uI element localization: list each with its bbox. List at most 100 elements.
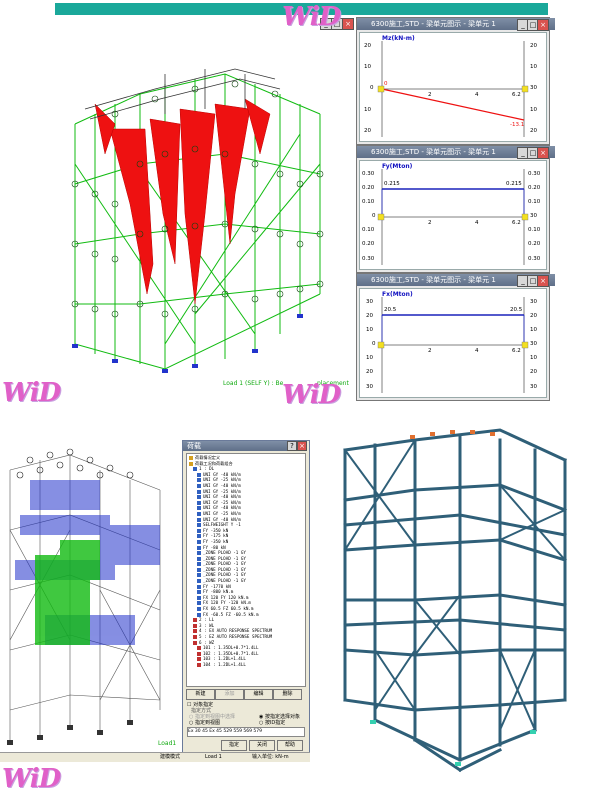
tree-row[interactable]: UNI GY -40 kN/m xyxy=(189,472,305,478)
tree-row[interactable]: FX -60.5 FZ -60.5 kN.m xyxy=(189,612,305,618)
top-left-window-buttons: _ □ × xyxy=(320,17,354,30)
load-icon xyxy=(197,556,201,561)
top-model-viewport[interactable]: Load 1 (SELF Y) : Be placement xyxy=(55,14,353,399)
edit-button[interactable]: 编辑 xyxy=(244,689,273,700)
tree-row[interactable]: 2 : LL xyxy=(189,617,305,623)
load-icon xyxy=(197,567,201,572)
window-title[interactable]: 6300施工,STD - 梁单元图示 - 梁单元 1 xyxy=(357,274,555,286)
y-tick: 0.20 xyxy=(362,241,375,247)
tree-row[interactable]: FY -1770 kN xyxy=(189,584,305,590)
tree-row[interactable]: UNI GY -25 kN/m xyxy=(189,477,305,483)
y-tick: 0.10 xyxy=(362,227,375,233)
tree-row[interactable]: UNI GY -25 kN/m xyxy=(189,489,305,495)
close-button[interactable]: × xyxy=(297,441,307,451)
case-icon xyxy=(197,657,201,662)
radio-by-id[interactable]: ○ 按ID指定 xyxy=(259,720,286,726)
frame-model-top xyxy=(71,68,324,373)
load-icon xyxy=(197,500,201,505)
tree-row[interactable]: FX 60.5 FZ 60.5 kN.m xyxy=(189,606,305,612)
y-tick: 0.30 xyxy=(362,171,375,177)
tree-row-label: 5 : EZ AUTO RESPONSE SPECTRUM xyxy=(199,634,273,639)
close-button[interactable]: × xyxy=(342,18,354,30)
load-icon xyxy=(197,523,201,528)
tree-row[interactable]: 4 : EX AUTO RESPONSE SPECTRUM xyxy=(189,628,305,634)
close-dialog-button[interactable]: 关闭 xyxy=(249,740,275,751)
tree-row[interactable]: _ZONE PLOAD -1 GY xyxy=(189,578,305,584)
new-button[interactable]: 新建 xyxy=(186,689,215,700)
delete-button[interactable]: 删除 xyxy=(273,689,302,700)
tree-row[interactable]: _ZONE PLOAD -1 GY xyxy=(189,572,305,578)
tree-row[interactable]: FY -175 kN xyxy=(189,533,305,539)
tree-row[interactable]: 3 : WL xyxy=(189,623,305,629)
radio-by-selection[interactable]: ◉ 按指定选择对象 xyxy=(259,714,300,720)
tree-row[interactable]: 荷载情况定义 xyxy=(189,455,305,461)
case-icon xyxy=(193,640,197,645)
tree-row[interactable]: 101 : 1.35DL+0.7*1.4LL xyxy=(189,645,305,651)
add-button[interactable]: 添加 xyxy=(215,689,244,700)
tree-row-label: 荷载情况定义 xyxy=(195,455,221,460)
tree-row[interactable]: 104 : 1.2DL+1.4LL xyxy=(189,662,305,668)
load-icon xyxy=(197,562,201,567)
load-dialog[interactable]: 荷载 ? × 荷载情况定义 荷载工况和荷载组合 1 : DL UNI GY -40 k… xyxy=(182,440,310,754)
bottom-model-viewport[interactable]: Load1 xyxy=(0,440,180,752)
y-tick-right: 0.10 xyxy=(528,227,541,233)
tree-row[interactable]: FX 120 FY -120 kN.m xyxy=(189,600,305,606)
tree-row[interactable]: UNI GY -40 kN/m xyxy=(189,505,305,511)
x-tick: 2 xyxy=(428,220,432,226)
chart-window-1[interactable]: 6300施工,STD - 梁单元图示 - 梁单元 1 _ □ × Mz(kN-m… xyxy=(356,17,555,145)
load-icon xyxy=(197,551,201,556)
close-button[interactable]: × xyxy=(537,147,549,159)
tree-row[interactable]: UNI GY -25 kN/m xyxy=(189,500,305,506)
tree-row-label: 104 : 1.2DL+1.4LL xyxy=(203,661,246,667)
dialog-title[interactable]: 荷载 xyxy=(183,441,287,451)
minimize-button[interactable]: _ xyxy=(517,147,529,159)
tree-row[interactable]: UNI GY -40 kN/m xyxy=(189,494,305,500)
chart-window-2[interactable]: 6300施工,STD - 梁单元图示 - 梁单元 1 _ □ × Fy(Mton… xyxy=(356,145,555,273)
close-button[interactable]: × xyxy=(537,19,549,31)
tree-row[interactable]: FY -350 kN xyxy=(189,528,305,534)
tree-row[interactable]: _ZONE PLOAD -1 GY xyxy=(189,550,305,556)
close-button[interactable]: × xyxy=(537,275,549,287)
tree-row[interactable]: FY -80 kN xyxy=(189,545,305,551)
assign-button[interactable]: 指定 xyxy=(221,740,247,751)
tree-row[interactable]: _ZONE PLOAD -1 GY xyxy=(189,556,305,562)
rendered-frame-view[interactable] xyxy=(320,410,595,795)
tree-row[interactable]: FX 120 FY 120 kN.m xyxy=(189,595,305,601)
y-tick: 0.30 xyxy=(362,256,375,262)
x-tick: 4 xyxy=(475,92,479,98)
tree-row[interactable]: 103 : 1.2DL+1.4LL xyxy=(189,656,305,662)
y-tick: 0 xyxy=(370,85,374,91)
chart-window-3[interactable]: 6300施工,STD - 梁单元图示 - 梁单元 1 _ □ × Fx(Mton… xyxy=(356,273,555,401)
load-tree[interactable]: 荷载情况定义 荷载工况和荷载组合 1 : DL UNI GY -40 kN/m UNI … xyxy=(186,453,306,687)
start-value-label: 20.5 xyxy=(384,307,397,313)
radio-to-view[interactable]: ○ 指定到视图 xyxy=(189,720,220,726)
window-title[interactable]: 6300施工,STD - 梁单元图示 - 梁单元 1 xyxy=(357,18,555,30)
tree-row-label: 1 : DL xyxy=(199,466,215,472)
window-title[interactable]: 6300施工,STD - 梁单元图示 - 梁单元 1 xyxy=(357,146,555,158)
chart-title: Fx(Mton) xyxy=(382,291,413,298)
tree-row[interactable]: 5 : EZ AUTO RESPONSE SPECTRUM xyxy=(189,634,305,640)
tree-row[interactable]: _ZONE PLOAD -1 GY xyxy=(189,567,305,573)
help-dialog-button[interactable]: 帮助 xyxy=(277,740,303,751)
assign-checkbox[interactable]: ☐ 对象指定 xyxy=(187,702,214,708)
tree-row[interactable]: SELFWEIGHT Y -1 xyxy=(189,522,305,528)
tree-row[interactable]: FY -350 kN xyxy=(189,539,305,545)
folder-icon xyxy=(189,461,193,466)
tree-row[interactable]: 6 : WZ xyxy=(189,640,305,646)
help-button[interactable]: ? xyxy=(287,441,297,451)
radio-label: 指定到视图中选择 xyxy=(194,714,235,720)
tree-row[interactable]: UNI GY -40 kN/m xyxy=(189,517,305,523)
tree-row[interactable]: UNI GY -25 kN/m xyxy=(189,511,305,517)
tree-row[interactable]: _ZONE PLOAD -1 GY xyxy=(189,561,305,567)
id-input[interactable]: Ex 30 45 Ex 45 529 559 569 579 xyxy=(187,727,305,737)
tree-row[interactable]: 荷载工况和荷载组合 xyxy=(189,461,305,467)
tree-row[interactable]: FY -800 kN.m xyxy=(189,589,305,595)
tree-row[interactable]: 102 : 1.35DL+0.7*1.4LL xyxy=(189,651,305,657)
logo-top: WiD xyxy=(282,2,341,32)
tree-row[interactable]: 1 : DL xyxy=(189,466,305,472)
y-tick: 10 xyxy=(364,64,371,70)
tree-row[interactable]: UNI GY -40 kN/m xyxy=(189,483,305,489)
radio-view-select[interactable]: ○ 指定到视图中选择 xyxy=(189,714,235,720)
load-icon xyxy=(197,545,201,550)
y-tick: 0 xyxy=(372,213,376,219)
